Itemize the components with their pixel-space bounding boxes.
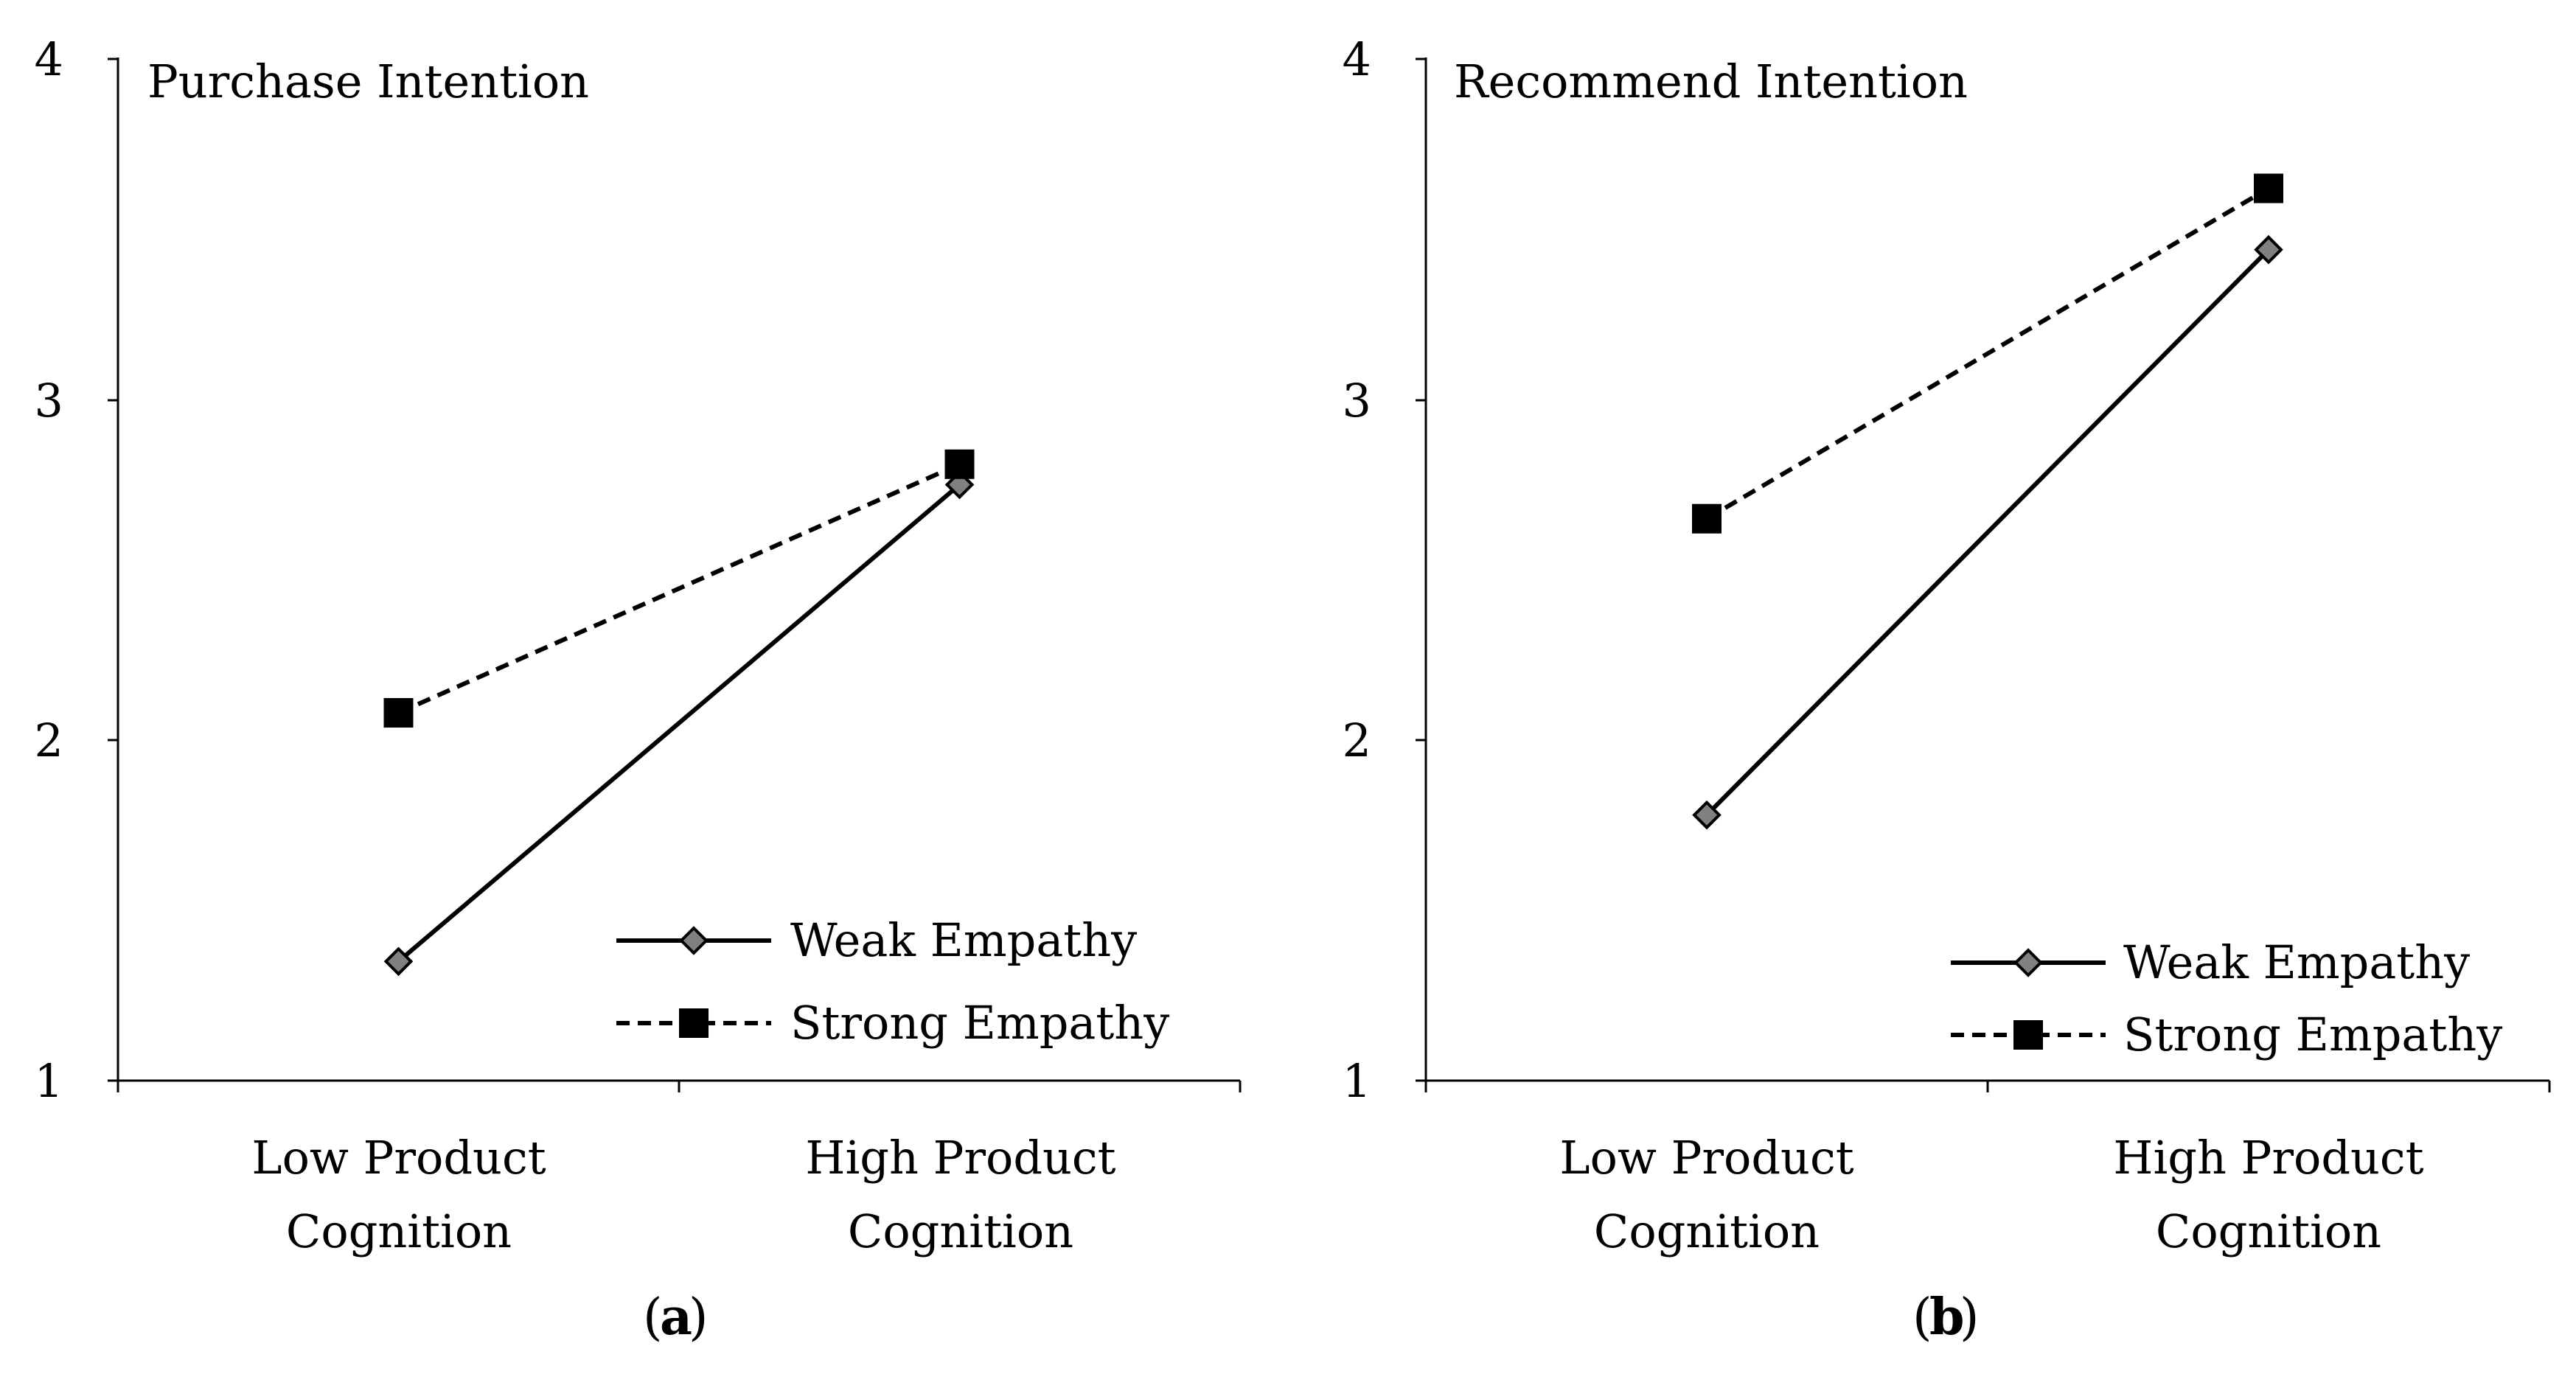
chart-panel-a: Purchase Intention 4 3 2 1 Low Product C… — [35, 32, 1242, 1347]
svg-text:(: ( — [1912, 1288, 1932, 1347]
panel-a-strong-empathy-point — [383, 698, 414, 728]
panel-b-legend: Weak Empathy Strong Empathy — [1951, 935, 2502, 1061]
panel-a-x-tick-label: Cognition — [848, 1204, 1073, 1258]
panel-b-weak-empathy-point — [2254, 234, 2283, 265]
panel-b-strong-empathy-point — [2254, 173, 2283, 203]
panel-a-caption-letter: a — [660, 1288, 692, 1347]
panel-a-strong-empathy-line — [397, 462, 961, 715]
panel-a-weak-empathy-line — [397, 483, 961, 963]
panel-b-weak-empathy-point — [1692, 800, 1722, 830]
panel-b-strong-empathy-line — [1705, 186, 2270, 521]
panel-a-y-tick-label: 1 — [35, 1054, 63, 1108]
panel-b-y-tick-label: 1 — [1343, 1054, 1371, 1108]
panel-a-caption: ( a ) — [643, 1288, 709, 1347]
panel-a-y-tick-label: 3 — [35, 374, 63, 428]
panel-b-y-tick-label: 3 — [1343, 374, 1371, 428]
panel-a-legend: Weak Empathy Strong Empathy — [616, 913, 1169, 1050]
panel-a-y-tick-label: 2 — [35, 714, 63, 767]
panel-a-x-tick-label: Cognition — [286, 1204, 512, 1258]
panel-b-caption: ( b ) — [1912, 1288, 1980, 1347]
panel-a-strong-empathy-point — [944, 449, 975, 479]
panel-b-y-tick-label: 4 — [1343, 32, 1371, 86]
panel-b-x-tick-label: Low Product — [1559, 1131, 1853, 1185]
panel-a-x-tick-label: Low Product — [251, 1131, 546, 1185]
panel-b-legend-strong-label: Strong Empathy — [2123, 1008, 2502, 1061]
panel-a-legend-strong-label: Strong Empathy — [790, 996, 1169, 1050]
svg-text:): ) — [1960, 1288, 1980, 1347]
panel-b-caption-letter: b — [1929, 1288, 1965, 1347]
panel-a-weak-empathy-point — [383, 946, 414, 977]
panel-a-legend-weak-marker — [679, 926, 709, 955]
panel-b-x-tick-label: Cognition — [1594, 1204, 1820, 1258]
panel-b-legend-weak-marker — [2013, 948, 2043, 977]
svg-text:): ) — [689, 1288, 709, 1347]
panel-b-legend-weak-label: Weak Empathy — [2123, 935, 2470, 989]
panel-a-legend-weak-label: Weak Empathy — [790, 913, 1137, 967]
panel-a-title: Purchase Intention — [147, 55, 589, 108]
panel-b-x-tick-label: High Product — [2113, 1131, 2423, 1185]
panel-a-x-tick-label: High Product — [805, 1131, 1115, 1185]
panel-a-legend-strong-marker — [679, 1008, 709, 1038]
panel-b-x-tick-label: Cognition — [2156, 1204, 2381, 1258]
panel-b-legend-strong-marker — [2013, 1020, 2043, 1050]
panel-b-title: Recommend Intention — [1454, 55, 1968, 108]
panel-b-strong-empathy-point — [1692, 503, 1722, 534]
chart-panel-b: Recommend Intention 4 3 2 1 Low Product … — [1343, 32, 2551, 1347]
svg-text:(: ( — [643, 1288, 663, 1347]
panel-b-y-tick-label: 2 — [1343, 714, 1371, 767]
panel-a-y-tick-label: 4 — [35, 32, 63, 86]
panel-b-weak-empathy-line — [1705, 248, 2271, 817]
